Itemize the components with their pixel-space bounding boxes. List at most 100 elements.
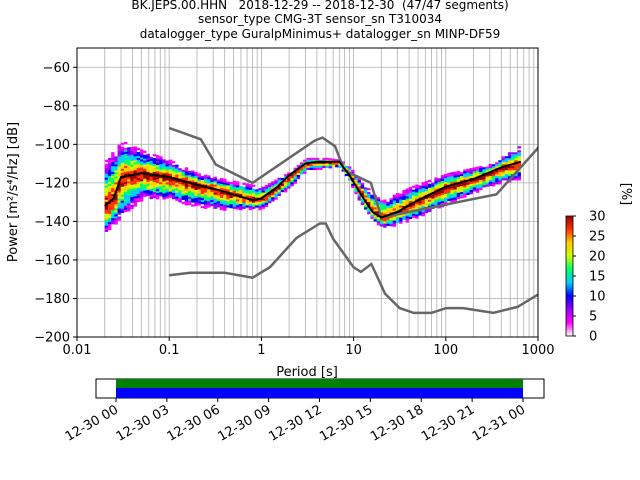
density-cell: [351, 183, 355, 187]
density-cell: [216, 195, 221, 198]
density-cell: [424, 180, 429, 184]
density-cell: [223, 192, 227, 195]
time-tick-label: 12-30 21: [419, 402, 477, 444]
density-cell: [187, 186, 192, 190]
density-cell: [159, 158, 163, 161]
density-cell: [223, 178, 227, 181]
time-coverage-green: [116, 379, 523, 388]
density-cell: [495, 170, 499, 173]
density-cell: [181, 193, 185, 196]
density-cell: [379, 208, 384, 211]
density-cell: [466, 188, 470, 191]
density-cell: [386, 217, 390, 220]
density-cell: [226, 185, 230, 188]
density-cell: [139, 193, 144, 196]
density-cell: [437, 182, 441, 185]
density-cell: [175, 188, 179, 191]
density-cell: [123, 167, 128, 171]
density-cell: [379, 224, 384, 227]
density-cell: [418, 207, 422, 210]
density-cell: [207, 175, 211, 178]
density-cell: [127, 151, 131, 154]
density-cell: [111, 164, 115, 167]
density-cell: [405, 218, 409, 221]
density-cell: [207, 201, 211, 204]
density-cell: [415, 194, 419, 197]
density-cell: [162, 193, 166, 196]
density-cell: [299, 168, 304, 171]
density-cell: [504, 158, 509, 161]
density-cell: [421, 198, 425, 201]
density-cell: [319, 165, 323, 169]
density-cell: [168, 159, 173, 162]
density-cell: [139, 195, 144, 198]
density-cell: [229, 184, 233, 187]
density-cell: [139, 169, 144, 172]
density-cell: [376, 219, 381, 222]
density-cell: [418, 199, 422, 202]
density-cell: [482, 167, 486, 170]
density-cell: [114, 166, 118, 169]
density-cell: [395, 197, 400, 200]
density-cell: [117, 192, 121, 195]
density-cell: [203, 200, 208, 203]
density-cell: [370, 194, 374, 197]
density-cell: [175, 166, 179, 169]
density-cell: [203, 190, 208, 193]
density-cell: [216, 183, 221, 186]
density-cell: [123, 179, 128, 183]
density-cell: [117, 146, 121, 149]
density-cell: [114, 182, 118, 185]
density-cell: [495, 166, 499, 169]
density-cell: [155, 185, 160, 188]
density-cell: [165, 178, 169, 181]
density-cell: [421, 194, 425, 197]
density-cell: [453, 173, 457, 176]
density-cell: [280, 177, 285, 181]
density-cell: [319, 167, 323, 171]
density-cell: [456, 186, 461, 190]
density-cell: [226, 193, 230, 196]
density-cell: [149, 188, 153, 192]
density-cell: [466, 170, 470, 173]
density-cell: [498, 180, 502, 183]
density-cell: [258, 192, 262, 195]
density-cell: [389, 224, 393, 227]
density-cell: [395, 205, 400, 208]
density-cell: [325, 165, 329, 169]
density-cell: [357, 180, 361, 183]
density-cell: [123, 187, 128, 191]
density-cell: [424, 204, 429, 208]
density-cell: [357, 188, 361, 191]
density-cell: [136, 185, 141, 189]
density-cell: [139, 177, 144, 180]
density-cell: [197, 179, 201, 182]
density-cell: [111, 174, 115, 177]
density-cell: [399, 221, 403, 224]
density-cell: [514, 156, 518, 159]
density-cell: [392, 206, 397, 209]
density-cell: [463, 171, 467, 174]
density-cell: [232, 198, 237, 201]
density-cell: [104, 229, 109, 232]
density-cell: [434, 195, 438, 198]
density-cell: [111, 158, 115, 161]
density-cell: [267, 199, 272, 202]
density-cell: [133, 190, 137, 193]
density-cell: [389, 218, 393, 221]
series-line-nlnm: [169, 222, 538, 315]
density-cell: [491, 182, 496, 185]
density-cell: [168, 185, 173, 188]
density-cell: [389, 206, 393, 209]
density-cell: [111, 206, 115, 209]
density-cell: [162, 197, 166, 200]
density-cell: [149, 194, 153, 198]
density-cell: [427, 185, 432, 188]
density-cell: [283, 180, 288, 183]
density-cell: [143, 156, 147, 159]
density-cell: [146, 163, 150, 167]
density-cell: [437, 186, 441, 189]
density-cell: [127, 167, 131, 170]
density-cell: [242, 202, 246, 205]
density-cell: [171, 193, 176, 196]
